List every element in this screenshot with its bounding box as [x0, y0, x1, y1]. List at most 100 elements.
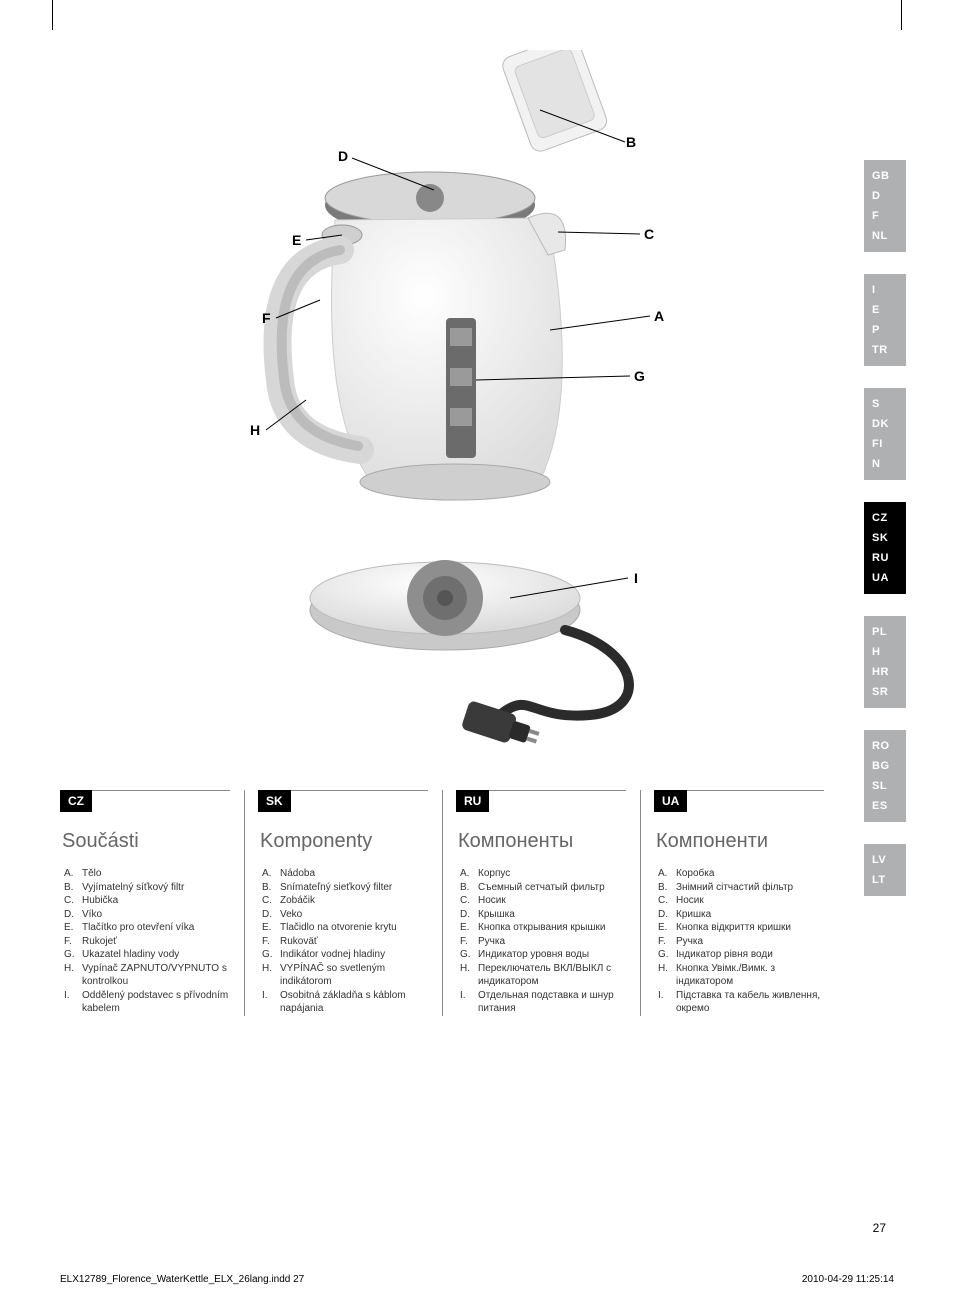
lang-group[interactable]: CZSKRUUA — [864, 502, 906, 594]
components-columns: CZSoučástiA.TěloB.Vyjímatelný síťkový fi… — [60, 790, 824, 1016]
lang-item-f[interactable]: F — [864, 206, 906, 226]
list-item: H.Переключатель ВКЛ/ВЫКЛ с индикатором — [460, 962, 626, 989]
list-item: A.Tělo — [64, 867, 230, 881]
item-letter: H. — [460, 962, 478, 989]
list-item: F.Ручка — [460, 935, 626, 949]
list-item: C.Носик — [658, 894, 824, 908]
page-number: 27 — [873, 1221, 886, 1235]
lang-item-hr[interactable]: HR — [864, 662, 906, 682]
lang-item-nl[interactable]: NL — [864, 226, 906, 246]
footer: ELX12789_Florence_WaterKettle_ELX_26lang… — [60, 1274, 894, 1285]
item-text: Індикатор рівня води — [676, 948, 824, 962]
lang-item-h[interactable]: H — [864, 642, 906, 662]
list-item: I.Osobitná základňa s káblom napájania — [262, 989, 428, 1016]
lang-item-lv[interactable]: LV — [864, 850, 906, 870]
item-text: Vypínač ZAPNUTO/VYPNUTO s kontrolkou — [82, 962, 230, 989]
item-letter: G. — [460, 948, 478, 962]
item-letter: B. — [262, 881, 280, 895]
item-text: Rukoväť — [280, 935, 428, 949]
item-text: Съемный сетчатый фильтр — [478, 881, 626, 895]
lang-item-n[interactable]: N — [864, 454, 906, 474]
lang-item-sl[interactable]: SL — [864, 776, 906, 796]
list-item: G.Ukazatel hladiny vody — [64, 948, 230, 962]
lang-badge: UA — [654, 790, 687, 812]
item-letter: E. — [64, 921, 82, 935]
lang-item-fi[interactable]: FI — [864, 434, 906, 454]
item-text: Кришка — [676, 908, 824, 922]
item-letter: D. — [460, 908, 478, 922]
item-text: Підставка та кабель живлення, окремо — [676, 989, 824, 1016]
lang-item-ru[interactable]: RU — [864, 548, 906, 568]
item-letter: I. — [64, 989, 82, 1016]
item-letter: B. — [658, 881, 676, 895]
item-letter: F. — [460, 935, 478, 949]
list-item: D.Víko — [64, 908, 230, 922]
list-item: C.Zobáčik — [262, 894, 428, 908]
list-item: E.Tlačítko pro otevření víka — [64, 921, 230, 935]
item-text: Кнопка открывания крышки — [478, 921, 626, 935]
lang-item-e[interactable]: E — [864, 300, 906, 320]
list-item: B.Vyjímatelný síťkový filtr — [64, 881, 230, 895]
diagram-label-b: B — [626, 134, 636, 150]
item-text: VYPÍNAČ so svetleným indikátorom — [280, 962, 428, 989]
item-text: Tlačítko pro otevření víka — [82, 921, 230, 935]
lang-item-sr[interactable]: SR — [864, 682, 906, 702]
list-item: G.Indikátor vodnej hladiny — [262, 948, 428, 962]
lang-item-dk[interactable]: DK — [864, 414, 906, 434]
item-text: Индикатор уровня воды — [478, 948, 626, 962]
item-letter: G. — [658, 948, 676, 962]
lang-item-d[interactable]: D — [864, 186, 906, 206]
column-title: Komponenty — [260, 830, 428, 853]
lang-item-s[interactable]: S — [864, 394, 906, 414]
diagram-label-c: C — [644, 226, 654, 242]
lang-item-tr[interactable]: TR — [864, 340, 906, 360]
lang-group[interactable]: ROBGSLES — [864, 730, 906, 822]
lang-item-ro[interactable]: RO — [864, 736, 906, 756]
lang-item-p[interactable]: P — [864, 320, 906, 340]
item-letter: D. — [64, 908, 82, 922]
lang-item-es[interactable]: ES — [864, 796, 906, 816]
item-text: Переключатель ВКЛ/ВЫКЛ с индикатором — [478, 962, 626, 989]
list-item: G.Индикатор уровня воды — [460, 948, 626, 962]
item-letter: C. — [460, 894, 478, 908]
item-letter: I. — [658, 989, 676, 1016]
lang-item-i[interactable]: I — [864, 280, 906, 300]
item-letter: H. — [262, 962, 280, 989]
column-separator — [244, 790, 245, 1016]
item-letter: D. — [658, 908, 676, 922]
lang-item-gb[interactable]: GB — [864, 166, 906, 186]
item-letter: F. — [64, 935, 82, 949]
item-text: Snímateľný sieťkový filter — [280, 881, 428, 895]
list-item: B.Знімний сітчастий фільтр — [658, 881, 824, 895]
lang-item-lt[interactable]: LT — [864, 870, 906, 890]
lang-item-sk[interactable]: SK — [864, 528, 906, 548]
column-separator — [640, 790, 641, 1016]
item-letter: E. — [262, 921, 280, 935]
lang-group[interactable]: LVLT — [864, 844, 906, 896]
item-text: Ручка — [676, 935, 824, 949]
item-text: Крышка — [478, 908, 626, 922]
diagram-label-f: F — [262, 310, 271, 326]
lang-item-ua[interactable]: UA — [864, 568, 906, 588]
item-text: Коробка — [676, 867, 824, 881]
item-text: Отдельная подставка и шнур питания — [478, 989, 626, 1016]
lang-item-cz[interactable]: CZ — [864, 508, 906, 528]
diagram-label-d: D — [338, 148, 348, 164]
lang-group[interactable]: PLHHRSR — [864, 616, 906, 708]
item-text: Кнопка Увімк./Вимк. з індикатором — [676, 962, 824, 989]
list-item: B.Snímateľný sieťkový filter — [262, 881, 428, 895]
item-letter: I. — [262, 989, 280, 1016]
lang-item-pl[interactable]: PL — [864, 622, 906, 642]
lang-group[interactable]: SDKFIN — [864, 388, 906, 480]
list-item: H.Кнопка Увімк./Вимк. з індикатором — [658, 962, 824, 989]
list-item: F.Ручка — [658, 935, 824, 949]
item-text: Rukojeť — [82, 935, 230, 949]
component-list: A.КоробкаB.Знімний сітчастий фільтрC.Нос… — [654, 867, 824, 1016]
list-item: D.Veko — [262, 908, 428, 922]
list-item: E.Кнопка открывания крышки — [460, 921, 626, 935]
item-letter: C. — [262, 894, 280, 908]
list-item: H.Vypínač ZAPNUTO/VYPNUTO s kontrolkou — [64, 962, 230, 989]
lang-group[interactable]: GBDFNL — [864, 160, 906, 252]
lang-item-bg[interactable]: BG — [864, 756, 906, 776]
lang-group[interactable]: IEPTR — [864, 274, 906, 366]
